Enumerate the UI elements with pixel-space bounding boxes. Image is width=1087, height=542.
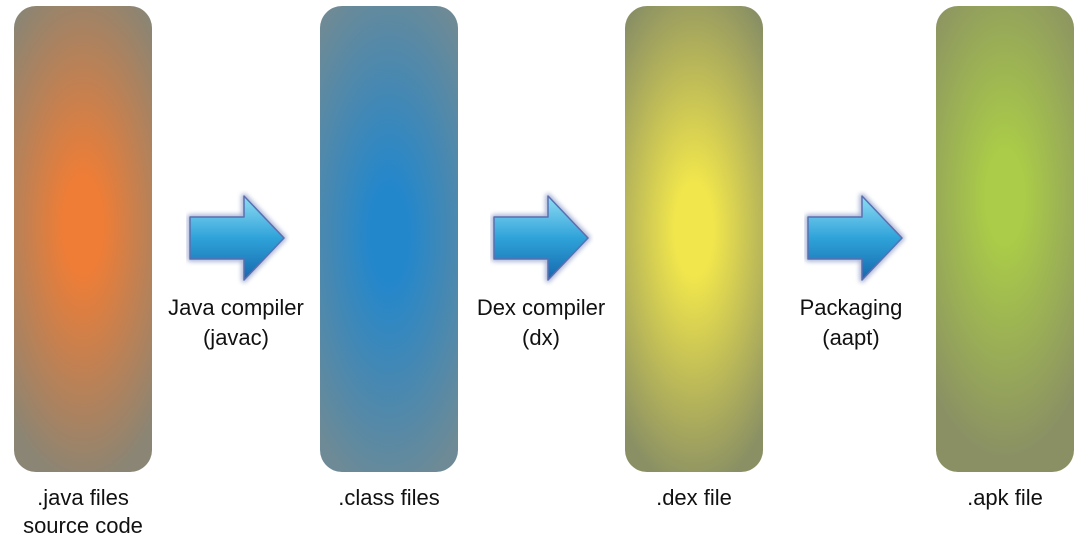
packaging-label: Packaging (aapt) xyxy=(776,293,926,353)
arrow-body xyxy=(189,195,285,281)
java-files-title: .java files xyxy=(37,485,129,510)
apk-file-column xyxy=(936,6,1074,472)
class-files-label: .class files xyxy=(300,484,478,512)
java-compiler-tool: (javac) xyxy=(202,325,269,350)
dex-compiler-tool: (dx) xyxy=(522,325,560,350)
dex-file-label: .dex file xyxy=(615,484,773,512)
arrow-body xyxy=(493,195,589,281)
java-compiler-label: Java compiler (javac) xyxy=(156,293,316,353)
packaging-arrow-icon xyxy=(805,193,905,283)
java-files-column xyxy=(14,6,152,472)
arrow-body xyxy=(807,195,903,281)
java-files-label: .java files source code xyxy=(4,484,162,540)
apk-file-title: .apk file xyxy=(967,485,1043,510)
dex-compiler-label: Dex compiler (dx) xyxy=(466,293,616,353)
apk-file-label: .apk file xyxy=(926,484,1084,512)
packaging-tool: (aapt) xyxy=(822,325,880,350)
java-files-subtitle: source code xyxy=(23,513,143,538)
dex-file-title: .dex file xyxy=(656,485,732,510)
dex-compiler-name: Dex compiler xyxy=(476,295,606,320)
java-compiler-arrow-icon xyxy=(187,193,287,283)
packaging-name: Packaging xyxy=(799,295,903,320)
dex-compiler-arrow-icon xyxy=(491,193,591,283)
class-files-column xyxy=(320,6,458,472)
java-compiler-name: Java compiler xyxy=(168,295,304,320)
dex-file-column xyxy=(625,6,763,472)
class-files-title: .class files xyxy=(338,485,440,510)
